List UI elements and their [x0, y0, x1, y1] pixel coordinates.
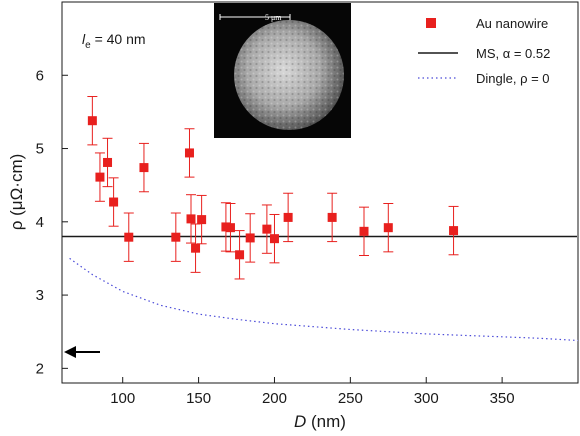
data-point: [221, 222, 231, 232]
data-point: [139, 163, 149, 173]
x-tick-label: 150: [186, 390, 211, 407]
data-point: [197, 215, 207, 225]
dingle-curve: [69, 257, 579, 342]
data-point: [245, 233, 255, 243]
data-point: [327, 212, 337, 222]
x-axis-label-symbol: D: [294, 412, 306, 431]
data-point: [124, 232, 134, 242]
data-point: [171, 232, 181, 242]
data-point: [191, 243, 201, 253]
data-point: [383, 223, 393, 233]
axis-ticks: 100 150 200 250 300 350 2 3 4 5 6: [36, 67, 515, 407]
annotation-symbol: l: [82, 31, 86, 47]
y-axis-label: ρ (μΩ·cm): [7, 154, 26, 231]
plot-frame: [61, 1, 579, 384]
legend-label-au: Au nanowire: [476, 16, 548, 31]
annotation-subscript: e: [85, 40, 91, 51]
data-point: [184, 148, 194, 158]
legend: Au nanowire MS, α = 0.52 Dingle, ρ = 0: [418, 16, 550, 86]
y-tick-label: 3: [36, 287, 44, 304]
data-point: [109, 197, 119, 207]
data-point: [235, 250, 245, 260]
x-axis-label-unit: (nm): [306, 412, 346, 431]
data-point: [103, 157, 113, 167]
x-tick-label: 250: [338, 390, 363, 407]
data-point: [283, 212, 293, 222]
mean-free-path-annotation: le = 40 nm: [82, 31, 146, 51]
x-axis-label: D (nm): [294, 412, 346, 431]
y-tick-label: 4: [36, 214, 44, 231]
y-tick-label: 2: [36, 360, 44, 377]
data-point: [186, 214, 196, 224]
y-tick-label: 6: [36, 67, 44, 84]
data-point: [359, 226, 369, 236]
legend-label-dingle: Dingle, ρ = 0: [476, 71, 550, 86]
x-tick-label: 100: [110, 390, 135, 407]
data-point: [225, 223, 235, 233]
x-tick-label: 200: [262, 390, 287, 407]
x-tick-label: 300: [414, 390, 439, 407]
scale-bar-label: 5 μm: [265, 13, 282, 22]
data-point: [262, 224, 272, 234]
legend-marker-au: [426, 18, 436, 28]
annotation-value: = 40 nm: [91, 31, 146, 47]
data-point: [95, 172, 105, 182]
legend-label-ms: MS, α = 0.52: [476, 46, 550, 61]
x-tick-label: 350: [490, 390, 515, 407]
series-layer: [62, 96, 579, 342]
left-arrow-icon: [64, 346, 100, 358]
data-point: [269, 234, 279, 244]
data-point: [449, 226, 459, 236]
y-tick-label: 5: [36, 141, 44, 158]
sphere-texture: [234, 20, 344, 130]
sem-inset: 5 μm: [214, 3, 351, 138]
data-point: [87, 116, 97, 126]
